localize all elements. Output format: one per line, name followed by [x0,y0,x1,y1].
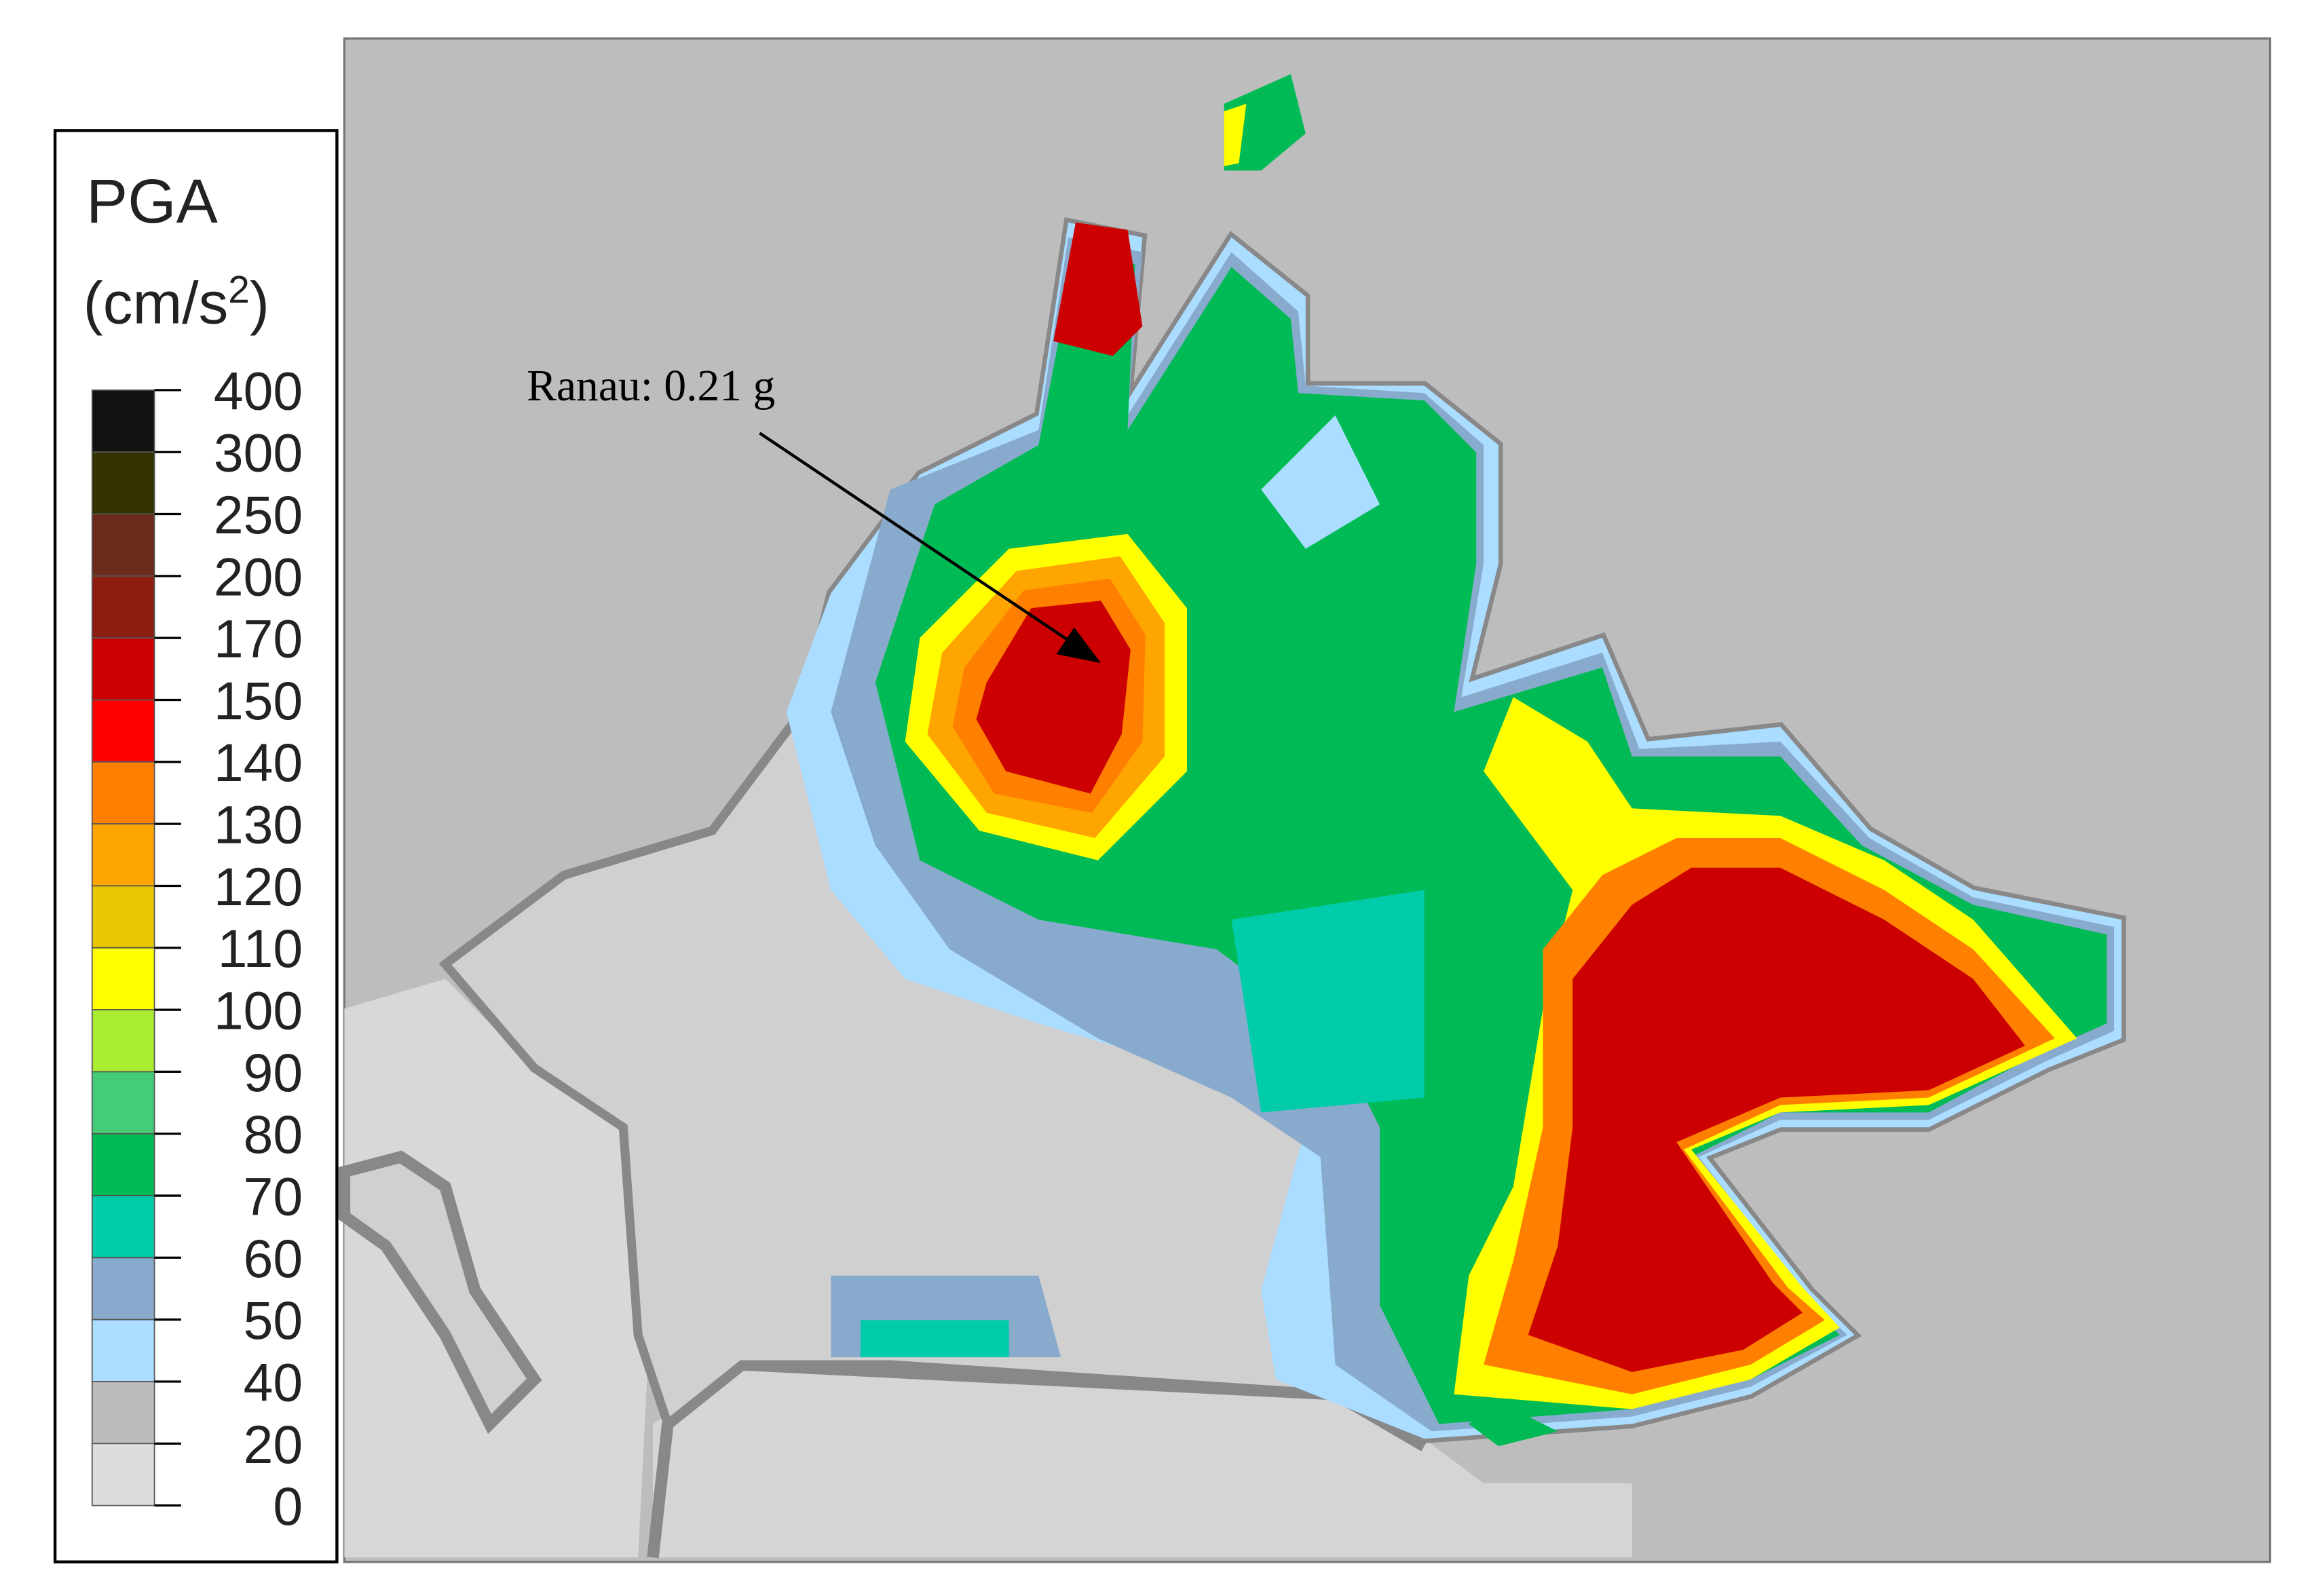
legend-tick-label: 110 [218,919,303,978]
legend-tick-label: 40 [244,1352,303,1412]
legend-tick-label: 80 [244,1105,303,1164]
unit-text: (cm/s [83,270,229,337]
unit-close: ) [250,270,269,337]
island-inner [1224,104,1247,166]
north-contour [1053,222,1143,356]
unit-superscript: 2 [228,269,250,311]
legend-tick-label: 20 [244,1415,303,1475]
legend-tick-label: 170 [214,609,303,669]
legend-tick-label: 250 [214,485,303,545]
legend-band [91,699,155,763]
legend-band [91,637,155,701]
legend: PGA (cm/s2) 4003002502001701501401301201… [53,129,339,1563]
legend-band [91,390,155,453]
legend-tick-label: 140 [214,733,303,793]
annotation-arrow [759,432,1072,644]
land-west [344,978,654,1558]
land-south [653,1365,1632,1558]
legend-band [91,1071,155,1135]
legend-tick-label: 400 [214,361,303,421]
legend-band [91,885,155,949]
arrow-head [1056,627,1101,664]
legend-band [91,947,155,1010]
legend-tick-label: 150 [214,671,303,731]
annotation: Ranau: 0.21 g [527,362,775,411]
contour-60 [1231,890,1425,1113]
contour-150 [976,601,1131,794]
legend-tick-label: 120 [214,857,303,917]
islet [1469,1401,1558,1447]
legend-band [91,1009,155,1073]
legend-tick-label: 0 [273,1477,303,1536]
contour-150-east [1528,867,2025,1372]
legend-tick-label: 300 [214,423,303,483]
legend-tick-label: 130 [214,795,303,855]
legend-band [91,575,155,639]
legend-title: PGA [86,167,219,236]
legend-tick-label: 100 [214,981,303,1041]
contour-low [1261,415,1380,549]
legend-band [91,1381,155,1445]
legend-unit: (cm/s2) [83,269,269,337]
coast [338,1150,542,1434]
legend-tick-label: 200 [214,547,303,607]
legend-band [91,761,155,825]
legend-band [91,1257,155,1320]
island [1224,74,1306,171]
contour-70 [875,252,2107,1424]
legend-tick-label: 50 [244,1291,303,1350]
legend-tick-label: 60 [244,1229,303,1289]
legend-band [91,1443,155,1506]
legend-band [91,1133,155,1196]
legend-band [91,513,155,577]
legend-tick-label: 70 [244,1166,303,1226]
legend-band [91,451,155,515]
legend-band [91,1318,155,1382]
map [338,37,2271,1563]
south-contour-inner [861,1320,1009,1358]
legend-band [91,823,155,887]
legend-tick-label: 90 [244,1043,303,1103]
legend-band [91,1195,155,1259]
